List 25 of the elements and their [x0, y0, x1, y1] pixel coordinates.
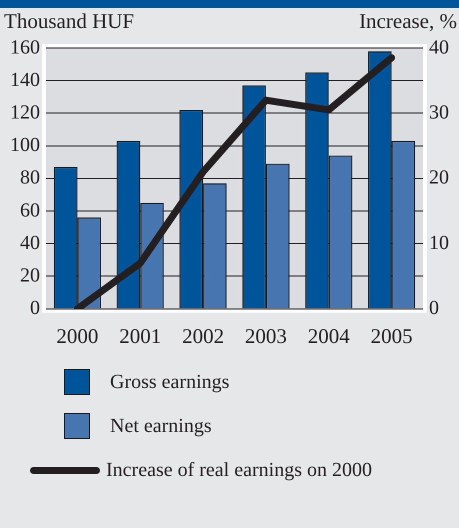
legend-label: Net earnings — [110, 414, 212, 438]
x-tick-label: 2004 — [308, 324, 350, 348]
y-tick-label: 0 — [30, 297, 40, 320]
y-tick-label: 80 — [20, 166, 40, 189]
legend-label: Gross earnings — [110, 370, 230, 394]
y-axis-title: Thousand HUF — [4, 9, 134, 34]
x-tick-label: 2003 — [244, 324, 287, 348]
x-tick-label: 2000 — [56, 324, 98, 348]
y-tick-label: 60 — [20, 199, 40, 222]
x-tick-label: 2002 — [182, 324, 224, 348]
y2-tick-label: 20 — [429, 166, 449, 189]
y2-tick-label: 10 — [429, 232, 449, 254]
y2-tick-label: 40 — [429, 36, 449, 58]
x-tick-label: 2001 — [119, 324, 162, 348]
y-tick-label: 140 — [10, 68, 40, 91]
y2-axis-title: Increase, % — [359, 9, 457, 34]
x-tick-label: 2005 — [370, 324, 413, 348]
y-tick-label: 100 — [10, 134, 40, 156]
y2-tick-label: 0 — [429, 297, 439, 320]
y-tick-label: 40 — [20, 232, 40, 254]
y2-tick-label: 30 — [429, 101, 449, 124]
y-tick-label: 160 — [10, 36, 40, 58]
y-tick-label: 120 — [10, 101, 40, 124]
y-tick-label: 20 — [20, 264, 40, 286]
legend-label: Increase of real earnings on 2000 — [106, 458, 372, 482]
